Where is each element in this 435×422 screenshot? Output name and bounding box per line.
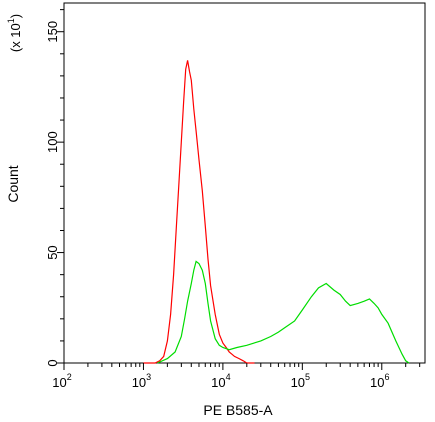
y-axis: 0 50 100 150 xyxy=(45,9,64,367)
y-multiplier-exponent: 1 xyxy=(6,18,16,23)
y-tick-label: 150 xyxy=(45,21,60,43)
series-layer xyxy=(143,60,410,364)
x-tick-label: 103 xyxy=(132,372,151,390)
plot-area xyxy=(63,2,426,364)
x-tick-label: 106 xyxy=(370,372,389,390)
histogram-series-2 xyxy=(157,260,410,364)
y-tick-label: 0 xyxy=(45,359,60,366)
y-tick-label: 50 xyxy=(45,245,60,259)
svg-text:(x 101): (x 101) xyxy=(6,14,23,52)
x-tick-label: 104 xyxy=(211,372,230,390)
y-multiplier: (x 101) xyxy=(6,14,23,52)
x-axis: 102 103 104 105 106 xyxy=(52,363,421,390)
x-tick-label: 105 xyxy=(291,372,310,390)
plot-border xyxy=(63,2,426,364)
y-axis-label: Count xyxy=(5,165,21,202)
y-multiplier-text: (x 10 xyxy=(8,23,23,52)
histogram-series-1 xyxy=(143,60,255,364)
y-tick-label: 100 xyxy=(45,131,60,153)
x-tick-label: 102 xyxy=(52,372,71,390)
x-axis-label: PE B585-A xyxy=(203,402,273,418)
